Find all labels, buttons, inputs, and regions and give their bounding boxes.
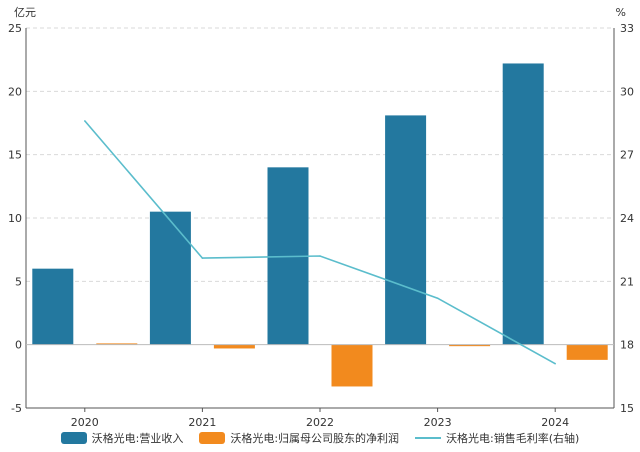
x-tick-label: 2023 (424, 416, 452, 429)
gross-margin-point-2021 (201, 257, 204, 259)
legend-swatch-net-profit (199, 432, 226, 444)
bar-0-2024 (502, 63, 544, 345)
gross-margin-point-2020 (84, 120, 86, 122)
label-layer: 亿元 % 25 20 15 10 5 0 -5 33 30 27 24 21 18 15 2020 2021 2… (8, 6, 634, 429)
line-layer (84, 120, 556, 365)
left-axis-unit: 亿元 (14, 6, 36, 19)
legend-item-net-profit[interactable]: 沃格光电:归属母公司股东的净利润 (199, 430, 399, 446)
right-axis-unit: % (616, 6, 626, 19)
right-tick-label: 30 (620, 85, 634, 98)
x-tick-label: 2024 (541, 416, 569, 429)
bar-0-2023 (385, 115, 427, 345)
right-tick-label: 18 (620, 339, 634, 352)
left-tick-label: 20 (8, 85, 22, 98)
left-tick-label: 0 (15, 339, 22, 352)
right-tick-label: 24 (620, 212, 634, 225)
legend-item-gross-margin[interactable]: 沃格光电:销售毛利率(右轴) (415, 430, 579, 446)
bar-layer (32, 63, 608, 387)
bar-0-2021 (149, 211, 191, 345)
legend: 沃格光电:营业收入 沃格光电:归属母公司股东的净利润 沃格光电:销售毛利率(右轴… (0, 430, 640, 446)
left-tick-label: 5 (15, 275, 22, 288)
gross-margin-point-2023 (436, 297, 439, 300)
bar-1-2023 (449, 344, 491, 347)
legend-label-net-profit: 沃格光电:归属母公司股东的净利润 (230, 432, 400, 445)
x-tick-label: 2021 (188, 416, 216, 429)
x-tick-label: 2022 (306, 416, 334, 429)
legend-label-gross-margin: 沃格光电:销售毛利率(右轴) (446, 432, 580, 445)
legend-swatch-gross-margin (415, 437, 442, 439)
legend-label-revenue: 沃格光电:营业收入 (91, 432, 184, 445)
right-tick-label: 27 (620, 149, 634, 162)
bar-1-2021 (213, 344, 255, 349)
legend-swatch-revenue (60, 432, 87, 444)
left-tick-label: 25 (8, 22, 22, 35)
bar-1-2020 (96, 343, 138, 345)
bar-0-2020 (32, 268, 74, 345)
left-tick-label: 15 (8, 149, 22, 162)
bar-1-2022 (331, 344, 373, 387)
right-tick-label: 15 (620, 402, 634, 415)
left-tick-label: 10 (8, 212, 22, 225)
left-tick-label: -5 (11, 402, 22, 415)
right-tick-label: 21 (620, 275, 634, 288)
gross-margin-point-2022 (319, 255, 321, 257)
axis-layer (25, 28, 615, 412)
chart-svg: 亿元 % 25 20 15 10 5 0 -5 33 30 27 24 21 18 15 2020 2021 2… (8, 6, 634, 429)
x-tick-label: 2020 (71, 416, 99, 429)
right-tick-label: 33 (620, 22, 634, 35)
gross-margin-point-2024 (554, 362, 556, 365)
legend-item-revenue[interactable]: 沃格光电:营业收入 (60, 430, 184, 446)
bar-1-2024 (566, 344, 608, 360)
